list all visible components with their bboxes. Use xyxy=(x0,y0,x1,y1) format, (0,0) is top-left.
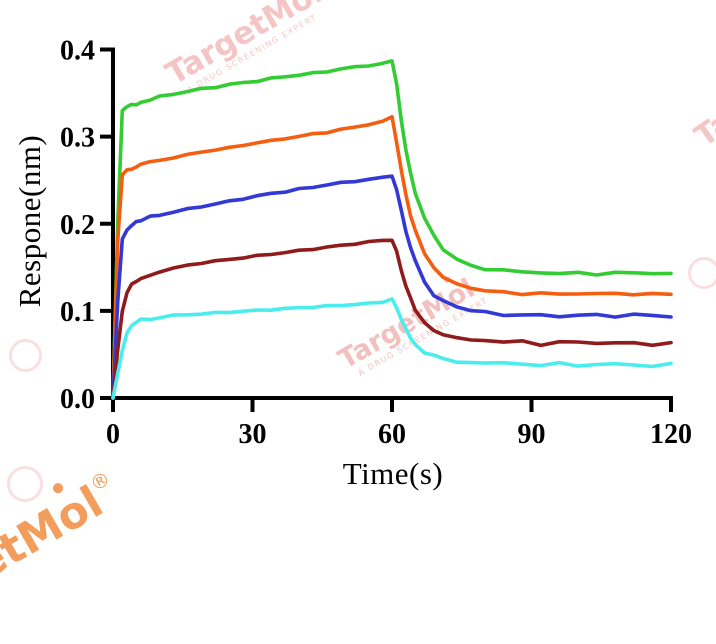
series-curve-cyan xyxy=(111,297,673,400)
series-curve-green xyxy=(111,59,673,400)
watermark-ring-icon xyxy=(8,338,42,372)
series-curve-dark-red xyxy=(111,238,673,400)
x-tick-label: 0 xyxy=(106,419,120,450)
series-curve-blue xyxy=(111,174,673,400)
y-tick-label: 0.1 xyxy=(60,297,95,328)
watermark-ring-icon xyxy=(688,257,716,289)
x-tick-label: 60 xyxy=(378,419,406,450)
y-tick-label: 0.0 xyxy=(60,384,95,415)
x-axis-title: Time(s) xyxy=(342,456,444,491)
y-tick-label: 0.2 xyxy=(60,210,95,241)
series-curve-orange xyxy=(111,114,673,400)
x-tick-label: 90 xyxy=(518,419,546,450)
y-tick-label: 0.4 xyxy=(60,36,95,67)
x-tick-label: 120 xyxy=(650,419,692,450)
y-tick-label: 0.3 xyxy=(60,123,95,154)
sensorgram-chart: 0.0 0.1 0.2 0.3 0.4 0 30 60 90 120 xyxy=(60,36,692,451)
y-axis-title: Respone(nm) xyxy=(12,134,47,308)
x-tick-label: 30 xyxy=(239,419,267,450)
